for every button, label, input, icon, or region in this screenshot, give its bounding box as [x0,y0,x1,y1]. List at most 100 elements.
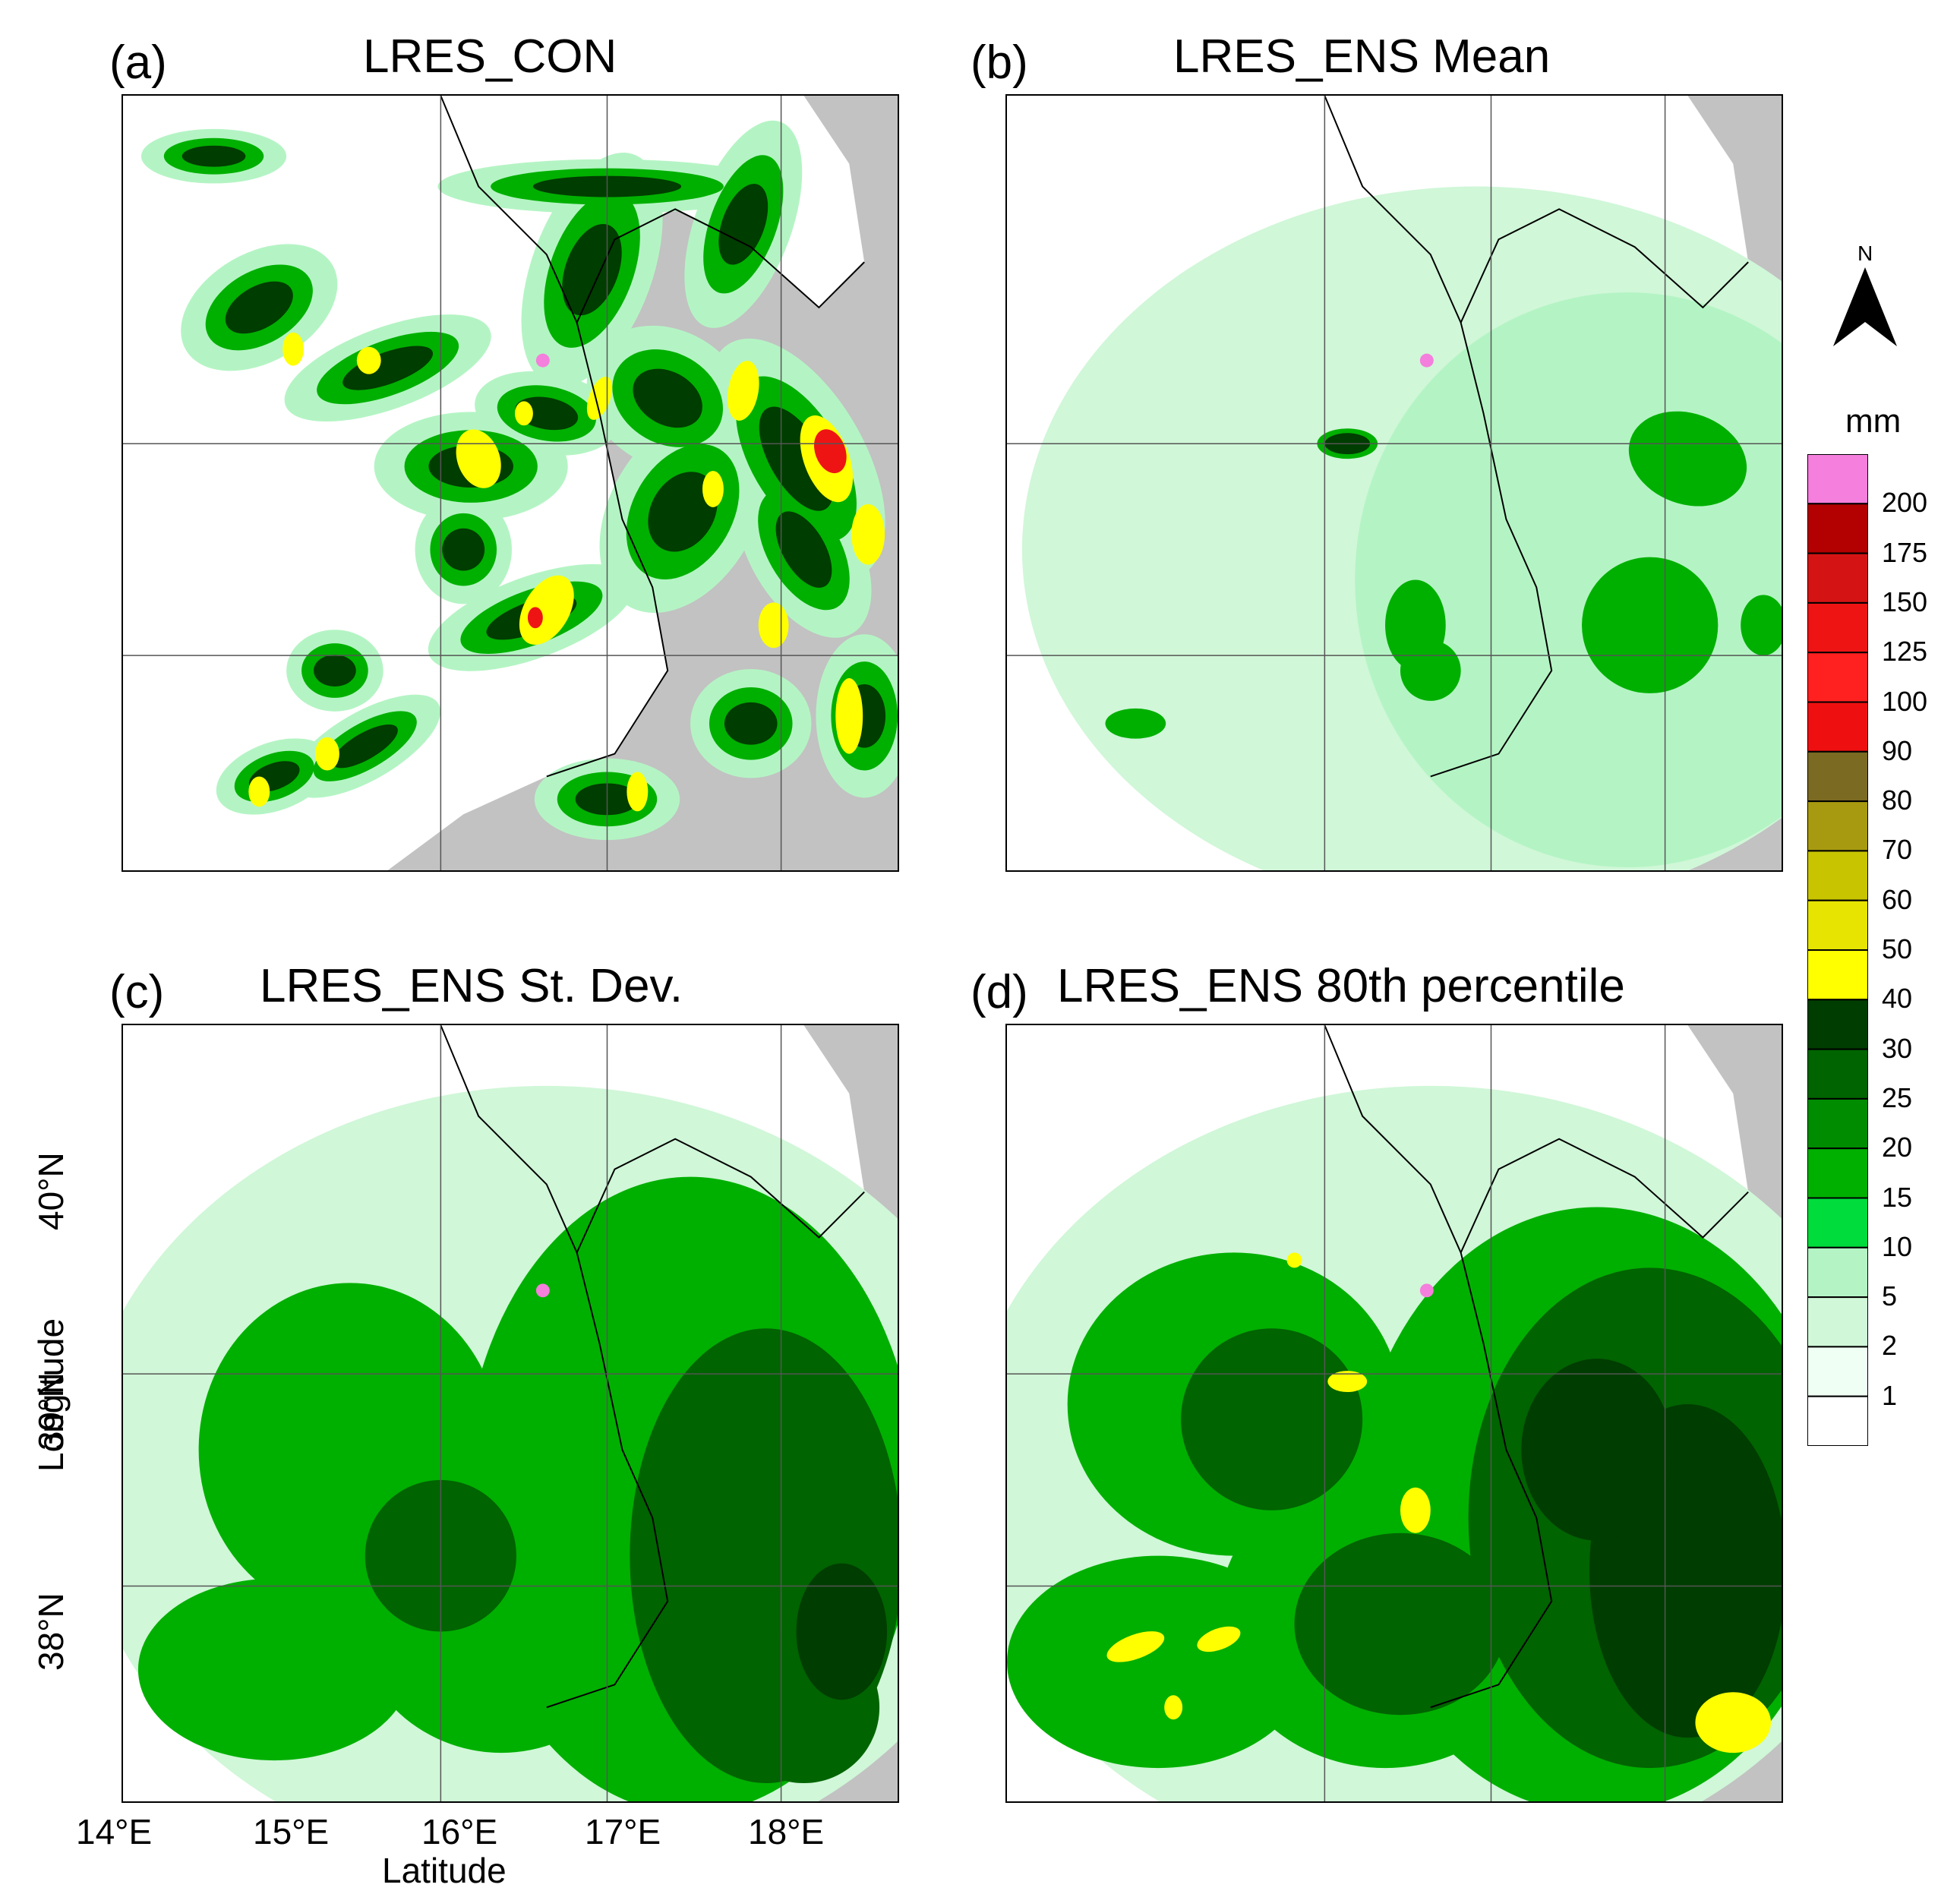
colorbar-swatch [1807,601,1868,654]
precip-cell [1695,1692,1772,1754]
north-arrow-icon [1833,267,1897,346]
precip-cell [181,145,246,167]
colorbar-level-label: 70 [1882,834,1913,866]
coastline [1324,1025,1553,1709]
coastline [440,96,669,778]
colorbar-level-label: 175 [1882,536,1928,568]
precip-cell [515,396,579,431]
precip-cell [225,281,293,334]
panel-d-title: LRES_ENS 80th percentile [1057,960,1625,1012]
precip-cell [727,361,759,421]
panel-c-letter: (c) [109,966,165,1018]
precip-cell [1286,1252,1302,1268]
precip-cell [1521,1359,1673,1541]
y-axis-title: Longitude [31,1318,71,1472]
precip-cell [1181,1328,1363,1510]
colorbar-swatch [1807,1246,1868,1299]
colorbar-level-label: 25 [1882,1081,1913,1113]
north-label: N [1857,241,1873,265]
colorbar-level-label: 100 [1882,685,1928,717]
precip-cell [315,737,339,771]
x-tick-14e: 14°E [76,1812,153,1851]
precip-cell [332,724,398,769]
coastline-east [576,208,865,324]
precip-cell [1294,1533,1507,1716]
precip-cell [442,528,485,571]
coastline-east [576,1138,865,1253]
precip-cell [1327,1371,1368,1393]
colorbar-swatch [1807,1197,1868,1248]
colorbar-swatch [1807,750,1868,803]
precip-cell [356,346,381,374]
observation-marker [535,1283,550,1298]
precip-cell [314,655,356,687]
precip-cell [724,702,778,745]
precip-cell [1582,557,1719,693]
precip-cell [248,776,270,807]
precip-cell [1105,708,1166,739]
precip-cell [835,677,863,754]
precip-cell [342,346,434,390]
precip-cell [796,1563,888,1700]
colorbar-level-label: 5 [1882,1280,1898,1312]
colorbar-level-label: 1 [1882,1379,1898,1411]
colorbar-swatch [1807,1048,1868,1100]
panel-c-title: LRES_ENS St. Dev. [260,960,683,1012]
x-axis-title: Latitude [382,1851,507,1890]
precip-cell [1164,1695,1183,1720]
observation-marker [1419,353,1434,368]
coastline-east [1460,1138,1749,1253]
colorbar-swatch [1807,899,1868,952]
colorbar-swatch [1807,701,1868,753]
precip-cell [633,368,702,428]
map-panel-b [1005,94,1783,872]
colorbar-level-label: 80 [1882,784,1913,816]
y-tick-38n: 38°N [31,1593,71,1671]
colorbar-swatch [1807,800,1868,852]
colorbar-swatch [1807,454,1868,505]
colorbar-level-label: 90 [1882,734,1913,766]
precip-cell [1400,640,1461,701]
map-panel-d [1005,1024,1783,1803]
colorbar-level-label: 50 [1882,933,1913,964]
colorbar-unit: mm [1845,402,1902,440]
precip-cell [527,607,543,629]
colorbar-swatch [1807,652,1868,703]
precip-cell [814,429,847,474]
colorbar-swatch [1807,1346,1868,1397]
observation-marker [1419,1283,1434,1298]
precip-cell [282,332,305,366]
colorbar-level-label: 30 [1882,1032,1913,1064]
precip-cell [1106,1631,1165,1662]
x-tick-15e: 15°E [253,1812,330,1851]
map-panel-c [122,1024,899,1803]
precip-cell [627,772,649,812]
colorbar-swatch [1807,552,1868,604]
observation-marker [535,353,550,368]
coastline [1324,96,1553,778]
precip-cell [1741,595,1782,656]
panel-a-letter: (a) [109,36,167,89]
panel-b-letter: (b) [971,36,1028,89]
coastline [440,1025,669,1709]
precip-cell [851,503,885,565]
precip-cell [137,1578,411,1761]
x-tick-16e: 16°E [421,1812,498,1851]
colorbar-swatch [1807,999,1868,1050]
precip-cell [1197,1626,1241,1653]
precip-cell [648,472,718,552]
colorbar-swatch [1807,1296,1868,1348]
precip-cell [758,602,789,649]
coastline-east [1460,208,1749,324]
x-tick-18e: 18°E [748,1812,825,1851]
colorbar-swatch [1807,850,1868,901]
precip-cell [702,471,724,507]
colorbar-level-label: 40 [1882,983,1913,1015]
colorbar-swatch [1807,503,1868,554]
colorbar-swatch [1807,1147,1868,1199]
colorbar [1807,454,1868,1446]
colorbar-swatch [1807,1395,1868,1446]
colorbar-level-label: 200 [1882,487,1928,519]
precip-cell [718,184,769,265]
colorbar-level-label: 20 [1882,1132,1913,1163]
